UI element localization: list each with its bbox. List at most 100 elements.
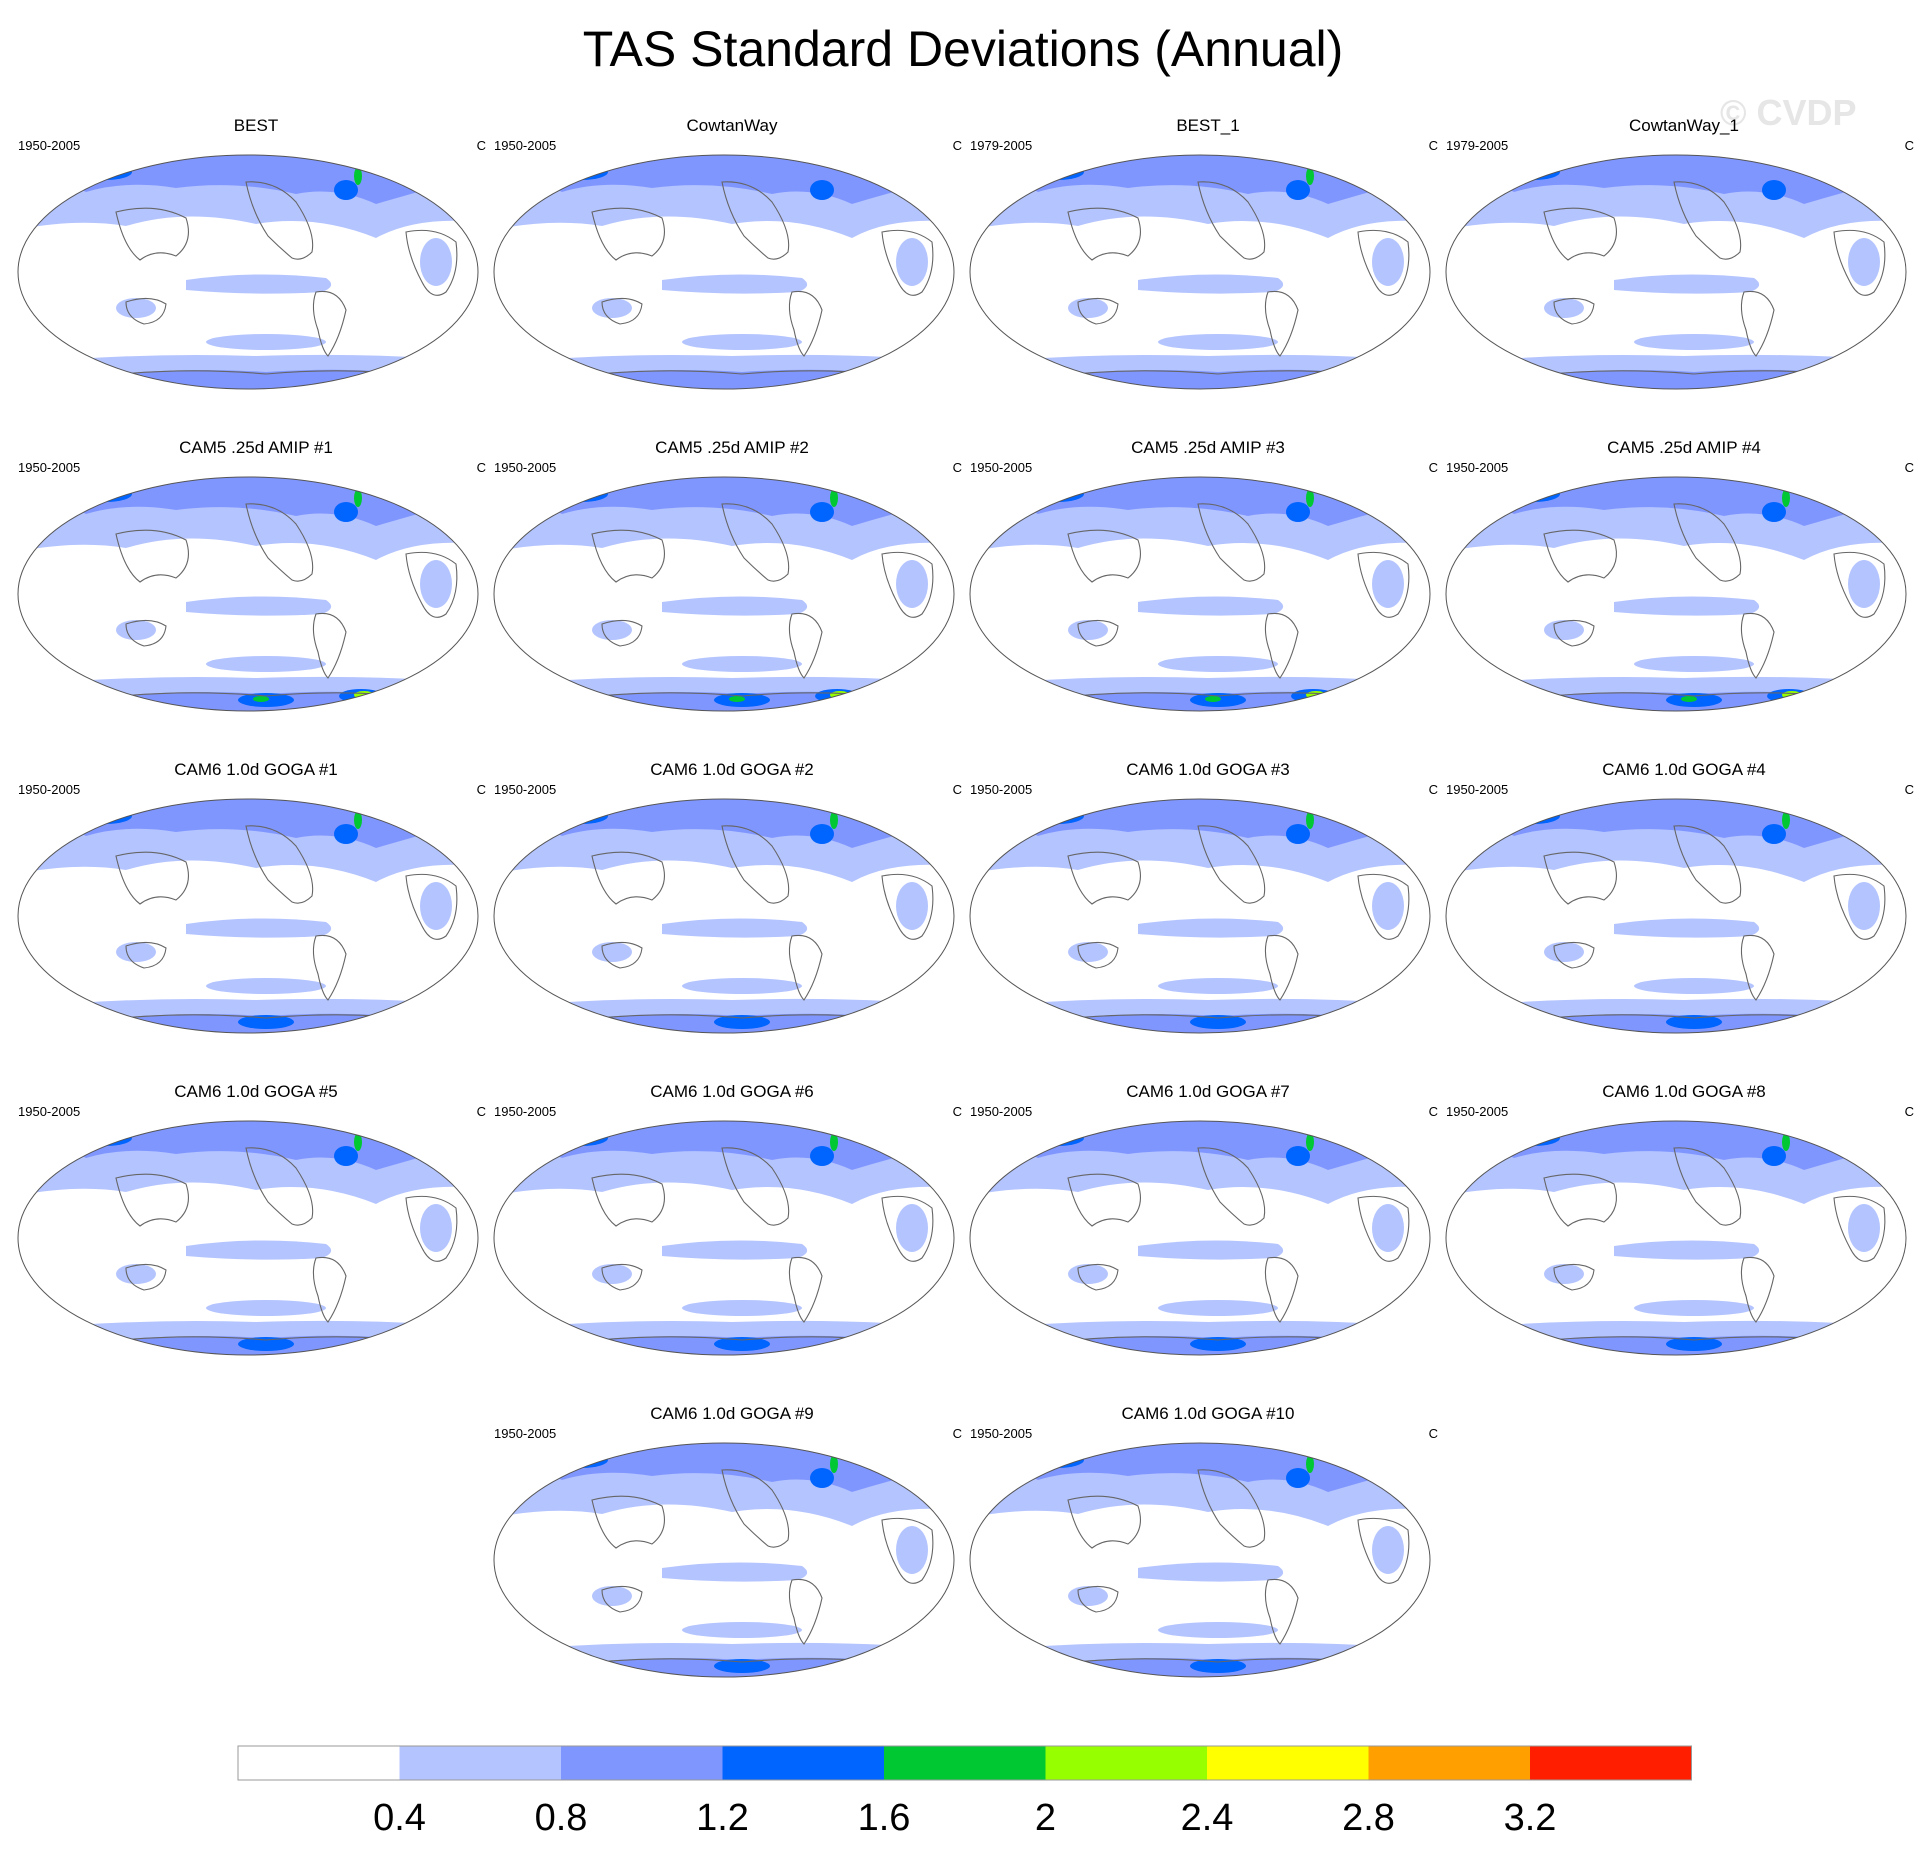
map-field <box>970 799 1430 1033</box>
panel-title: CAM5 .25d AMIP #1 <box>179 438 333 457</box>
map-panel: CowtanWay_1 1979-2005 C <box>1444 116 1924 426</box>
panel-period: 1950-2005 <box>1446 460 1509 475</box>
panel-title: CAM6 1.0d GOGA #10 <box>1121 1404 1295 1423</box>
panel-period: 1950-2005 <box>494 1104 557 1119</box>
colorbar-segment <box>399 1746 561 1780</box>
colorbar-segment <box>1207 1746 1369 1780</box>
panel-period: 1950-2005 <box>494 138 557 153</box>
panel-title: CAM6 1.0d GOGA #4 <box>1602 760 1766 779</box>
panel-unit: C <box>952 138 962 153</box>
world-map <box>493 476 955 712</box>
cvdp-watermark: © CVDP <box>1720 92 1857 133</box>
panel-period: 1950-2005 <box>970 1426 1033 1441</box>
panel-period: 1950-2005 <box>970 782 1033 797</box>
panel-title: CAM6 1.0d GOGA #7 <box>1126 1082 1290 1101</box>
panel-unit: C <box>1904 138 1914 153</box>
panel-unit: C <box>1428 460 1438 475</box>
colorbar-tick-label: 2.8 <box>1342 1797 1395 1839</box>
panel-title: CAM6 1.0d GOGA #1 <box>174 760 338 779</box>
panel-period: 1950-2005 <box>970 460 1033 475</box>
world-map <box>969 1120 1431 1356</box>
colorbar-tick-label: 1.6 <box>858 1797 911 1839</box>
panel-title: CAM6 1.0d GOGA #2 <box>650 760 814 779</box>
panel-period: 1950-2005 <box>18 1104 81 1119</box>
panel-unit: C <box>952 782 962 797</box>
panel-title: CAM6 1.0d GOGA #3 <box>1126 760 1290 779</box>
map-panel: CAM6 1.0d GOGA #4 1950-2005 C <box>1444 760 1924 1070</box>
panel-title: CAM6 1.0d GOGA #8 <box>1602 1082 1766 1101</box>
panel-unit: C <box>1428 1426 1438 1441</box>
map-field <box>494 799 954 1033</box>
panel-unit: C <box>1428 1104 1438 1119</box>
map-panel: BEST 1950-2005 C <box>16 116 496 426</box>
map-panel: CAM6 1.0d GOGA #7 1950-2005 C <box>968 1082 1448 1392</box>
panel-period: 1950-2005 <box>1446 1104 1509 1119</box>
colorbar-segment <box>1530 1746 1692 1780</box>
map-panel: CAM6 1.0d GOGA #3 1950-2005 C <box>968 760 1448 1070</box>
world-map <box>17 798 479 1034</box>
colorbar-segment <box>238 1746 400 1780</box>
panel-title: CAM5 .25d AMIP #2 <box>655 438 809 457</box>
chart-title: TAS Standard Deviations (Annual) <box>582 21 1344 77</box>
world-map <box>969 1442 1431 1678</box>
panel-period: 1979-2005 <box>970 138 1033 153</box>
world-map <box>493 1120 955 1356</box>
map-panel: CAM6 1.0d GOGA #1 1950-2005 C <box>16 760 496 1070</box>
map-panel: CAM6 1.0d GOGA #8 1950-2005 C <box>1444 1082 1924 1392</box>
colorbar-tick-label: 0.8 <box>535 1797 588 1839</box>
panel-title: CAM5 .25d AMIP #4 <box>1607 438 1761 457</box>
panel-period: 1950-2005 <box>494 782 557 797</box>
map-panel: CAM6 1.0d GOGA #6 1950-2005 C <box>492 1082 972 1392</box>
world-map <box>1445 476 1907 712</box>
world-map <box>969 476 1431 712</box>
panel-title: CAM6 1.0d GOGA #9 <box>650 1404 814 1423</box>
panel-period: 1950-2005 <box>494 460 557 475</box>
panel-unit: C <box>952 1104 962 1119</box>
panel-title: CAM6 1.0d GOGA #5 <box>174 1082 338 1101</box>
colorbar-segment <box>1368 1746 1530 1780</box>
world-map <box>493 154 955 390</box>
panel-unit: C <box>1904 1104 1914 1119</box>
map-panel: BEST_1 1979-2005 C <box>968 116 1448 426</box>
panel-title: BEST_1 <box>1176 116 1240 135</box>
colorbar-segment <box>722 1746 884 1780</box>
panel-title: CowtanWay_1 <box>1629 116 1739 135</box>
map-panel: CAM5 .25d AMIP #1 1950-2005 C <box>16 438 496 748</box>
panel-unit: C <box>476 138 486 153</box>
world-map <box>17 476 479 712</box>
panel-unit: C <box>1904 782 1914 797</box>
panel-title: CAM5 .25d AMIP #3 <box>1131 438 1285 457</box>
map-panel: CAM5 .25d AMIP #2 1950-2005 C <box>492 438 972 748</box>
panel-period: 1979-2005 <box>1446 138 1509 153</box>
map-panel: CowtanWay 1950-2005 C <box>492 116 972 426</box>
colorbar-segment <box>884 1746 1046 1780</box>
panel-title: BEST <box>233 116 279 135</box>
panel-period: 1950-2005 <box>494 1426 557 1441</box>
world-map <box>17 1120 479 1356</box>
map-field <box>970 1443 1430 1677</box>
panel-period: 1950-2005 <box>18 460 81 475</box>
panel-unit: C <box>1904 460 1914 475</box>
colorbar-segment <box>1045 1746 1207 1780</box>
colorbar-segment <box>561 1746 723 1780</box>
world-map <box>969 798 1431 1034</box>
panel-unit: C <box>952 1426 962 1441</box>
map-panel: CAM6 1.0d GOGA #10 1950-2005 C <box>968 1404 1448 1714</box>
map-panel: CAM5 .25d AMIP #3 1950-2005 C <box>968 438 1448 748</box>
world-map <box>1445 1120 1907 1356</box>
map-panel: CAM5 .25d AMIP #4 1950-2005 C <box>1444 438 1924 748</box>
world-map <box>493 1442 955 1678</box>
map-panel: CAM6 1.0d GOGA #2 1950-2005 C <box>492 760 972 1070</box>
world-map <box>493 798 955 1034</box>
colorbar-tick-label: 3.2 <box>1504 1797 1557 1839</box>
panel-period: 1950-2005 <box>18 782 81 797</box>
world-map <box>17 154 479 390</box>
panel-period: 1950-2005 <box>18 138 81 153</box>
panel-period: 1950-2005 <box>1446 782 1509 797</box>
panel-unit: C <box>1428 782 1438 797</box>
colorbar-tick-label: 0.4 <box>373 1797 426 1839</box>
panel-title: CAM6 1.0d GOGA #6 <box>650 1082 814 1101</box>
world-map <box>1445 798 1907 1034</box>
world-map <box>1445 154 1907 390</box>
map-field <box>970 155 1430 389</box>
